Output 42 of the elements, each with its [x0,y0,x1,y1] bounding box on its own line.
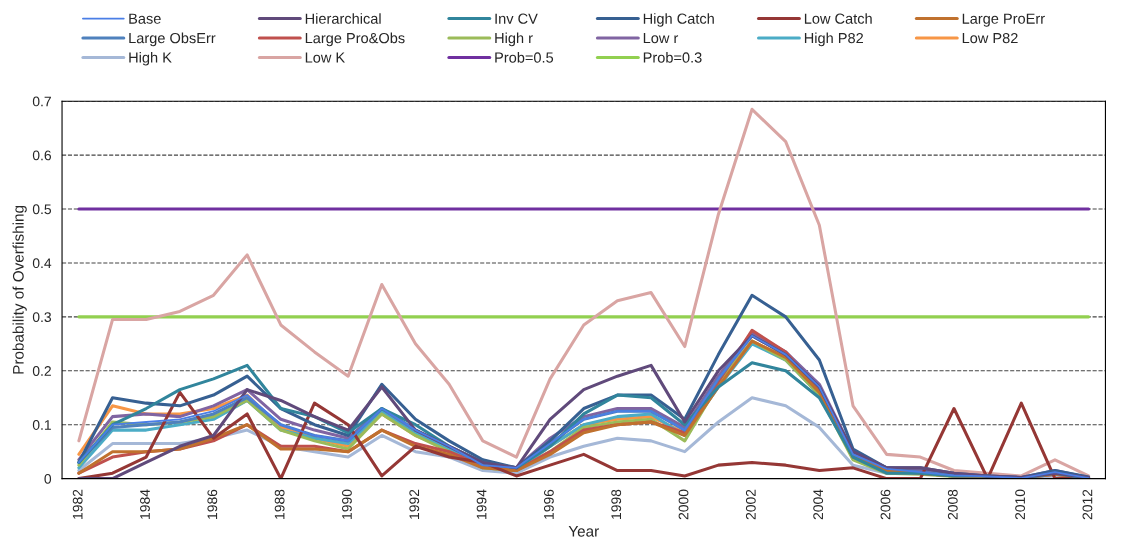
x-tick-label: 1982 [72,489,83,519]
y-tick-label: 0.2 [32,366,51,376]
x-tick-label: 2004 [813,489,824,520]
legend-label: Inv CV [495,13,538,24]
y-tick-label: 0 [44,473,52,484]
y-axis-title: Probability of Overfishing [12,205,27,374]
x-tick-label: 2012 [1082,489,1093,520]
x-tick-label: 2010 [1015,489,1026,520]
x-tick-label: 1984 [140,489,150,519]
legend-label: Large ObsErr [129,32,216,47]
y-tick-label: 0.5 [32,204,52,215]
y-tick-label: 0.3 [32,312,52,323]
legend-label: Prob=0.5 [495,51,554,63]
x-tick-label: 1992 [409,489,420,519]
x-tick-label: 1996 [543,489,554,519]
x-tick-label: 2000 [678,489,689,520]
legend-label: High r [495,32,533,47]
x-tick-label: 1990 [342,489,352,519]
legend-label: Base [129,13,161,24]
x-tick-label: 1994 [476,489,487,519]
y-tick-label: 0.7 [32,96,51,107]
legend-label: Low Catch [804,13,872,24]
x-tick-label: 1988 [274,489,285,519]
y-tick-label: 0.4 [32,258,52,269]
legend-label: Large ProErr [962,13,1045,27]
x-tick-label: 2002 [745,489,756,520]
legend-label: Prob=0.3 [643,51,702,63]
legend-label: Low K [305,52,345,63]
legend-label: High Catch [643,13,714,27]
y-tick-label: 0.6 [32,150,52,161]
legend-label: High K [129,51,172,66]
x-tick-label: 1998 [611,489,622,519]
legend-label: High P82 [804,32,863,47]
x-tick-label: 2006 [880,489,891,520]
x-axis-title: Year [568,526,599,537]
legend-label: Low P82 [962,32,1018,44]
y-tick-label: 0.1 [32,420,51,430]
legend-label: Low r [643,33,679,44]
legend-label: Hierarchical [305,13,381,24]
x-tick-label: 2008 [947,489,958,520]
x-tick-label: 1986 [207,489,218,519]
legend-label: Large Pro&Obs [305,32,405,47]
